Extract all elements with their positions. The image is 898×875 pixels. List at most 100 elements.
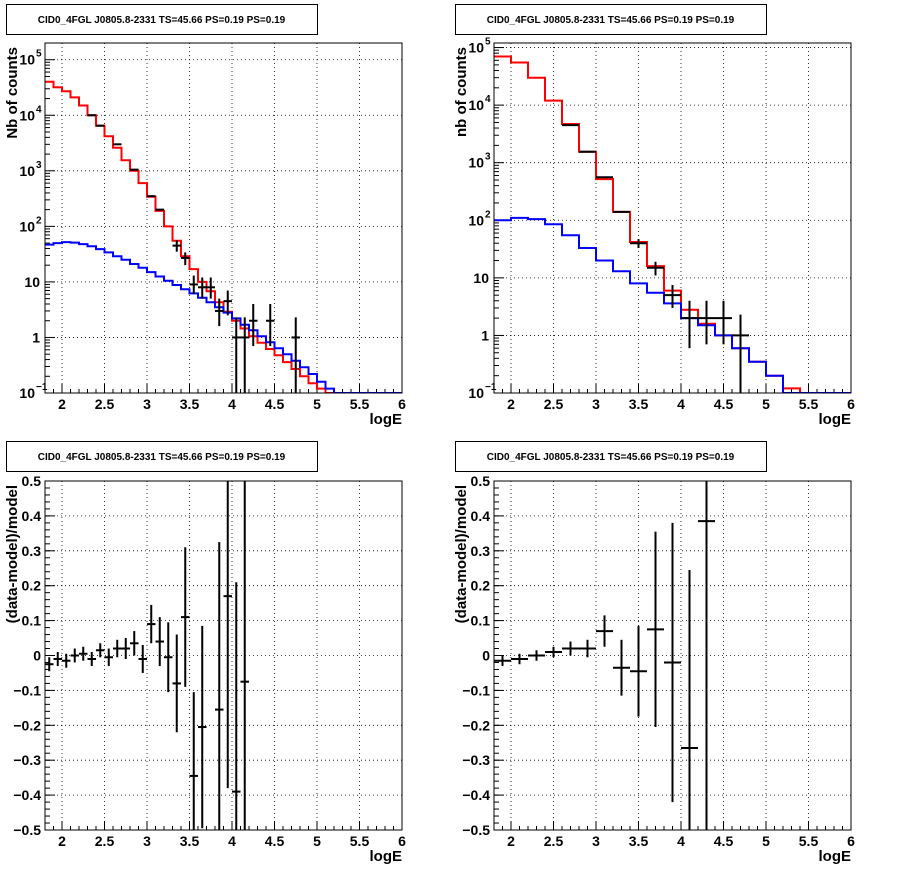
y-tick-exponent: 5 <box>485 37 491 48</box>
x-tick-label: 3 <box>143 833 151 849</box>
plot-frame <box>493 42 852 394</box>
y-tick-label: 0.3 <box>22 543 42 559</box>
x-tick-label: 4 <box>677 396 685 412</box>
y-tick-label: −0.4 <box>462 787 490 803</box>
data-point <box>172 240 181 252</box>
y-tick-label: 10 <box>468 40 484 56</box>
y-tick-label: 1 <box>32 329 40 345</box>
chart-title: CID0_4FGL J0805.8-2331 TS=45.66 PS=0.19 … <box>487 452 735 463</box>
x-tick-label: 4 <box>677 833 685 849</box>
y-tick-exponent: −1 <box>36 382 48 393</box>
data-point <box>596 615 613 647</box>
y-axis-title: nb of counts <box>453 47 470 137</box>
data-point <box>528 650 545 661</box>
y-tick-label: 0.4 <box>22 508 42 524</box>
x-axis-title: logE <box>370 411 403 428</box>
data-point <box>138 645 147 673</box>
y-tick-label: 1 <box>481 327 489 343</box>
x-tick-label: 5 <box>313 396 321 412</box>
data-point <box>232 317 241 393</box>
y-tick-label: 10 <box>468 212 484 228</box>
x-tick-label: 3 <box>143 396 151 412</box>
plot-area <box>494 55 851 393</box>
y-tick-exponent: 4 <box>485 94 491 105</box>
y-tick-label: 10 <box>19 163 35 179</box>
x-axis-title: logE <box>819 411 852 428</box>
x-tick-label: 5 <box>762 833 770 849</box>
plot-frame <box>493 480 852 831</box>
data-point <box>494 655 511 666</box>
x-tick-label: 4 <box>228 833 236 849</box>
x-tick-label: 4.5 <box>265 396 285 412</box>
chart-title: CID0_4FGL J0805.8-2331 TS=45.66 PS=0.19 … <box>38 15 286 26</box>
y-tick-exponent: 3 <box>485 152 491 163</box>
data-point <box>96 643 105 658</box>
y-tick-label: 10 <box>473 270 489 286</box>
data-point <box>249 304 258 347</box>
data-point <box>664 522 681 803</box>
chart-title: CID0_4FGL J0805.8-2331 TS=45.66 PS=0.19 … <box>487 15 735 26</box>
y-axis-title: (data-model)/model <box>453 485 470 623</box>
data-point <box>562 641 579 656</box>
y-tick-exponent: 4 <box>36 104 42 115</box>
data-point <box>613 639 630 696</box>
y-tick-label: 0.2 <box>22 578 42 594</box>
data-point <box>70 648 79 663</box>
y-tick-label: 10 <box>468 155 484 171</box>
x-tick-label: 3 <box>592 833 600 849</box>
x-tick-label: 4 <box>228 396 236 412</box>
data-point <box>113 639 122 658</box>
x-tick-label: 3.5 <box>629 396 649 412</box>
x-tick-label: 5.5 <box>350 833 370 849</box>
data-point <box>223 481 232 789</box>
data-point <box>715 300 732 345</box>
data-point <box>266 304 275 347</box>
y-tick-label: −0.1 <box>462 682 490 698</box>
y-tick-label: 10 <box>468 97 484 113</box>
data-point <box>181 252 190 266</box>
data-point <box>215 298 224 327</box>
x-tick-label: 2.5 <box>95 833 115 849</box>
y-tick-label: −0.4 <box>13 787 41 803</box>
data-point <box>291 317 300 393</box>
data-point <box>53 652 62 666</box>
y-tick-label: 0.4 <box>471 508 491 524</box>
data-point <box>121 638 130 659</box>
chart-title-box <box>455 441 767 472</box>
data-point <box>172 634 181 733</box>
y-tick-label: 10 <box>19 52 35 68</box>
data-point <box>198 277 207 299</box>
data-point <box>104 648 113 666</box>
series-line-red <box>45 80 402 393</box>
y-tick-label: −0.2 <box>13 717 41 733</box>
data-point <box>630 625 647 717</box>
data-point <box>732 314 749 393</box>
data-point <box>189 275 198 295</box>
data-point <box>62 653 71 668</box>
x-axis-title: logE <box>819 848 852 865</box>
plot-area <box>45 80 402 393</box>
y-tick-label: 0.5 <box>471 473 491 489</box>
data-point <box>647 261 664 276</box>
data-point <box>215 542 224 830</box>
data-point <box>155 617 164 666</box>
plot-frame <box>44 480 403 831</box>
x-tick-label: 3 <box>592 396 600 412</box>
data-point <box>681 569 698 830</box>
data-point <box>630 239 647 249</box>
x-tick-label: 2 <box>58 833 66 849</box>
y-tick-label: 0.3 <box>471 543 491 559</box>
chart-title-box <box>6 4 318 35</box>
x-tick-label: 5.5 <box>799 396 819 412</box>
x-tick-label: 6 <box>398 833 406 849</box>
data-point <box>223 290 232 316</box>
y-tick-exponent: 3 <box>36 160 42 171</box>
data-point <box>189 692 198 830</box>
data-point <box>545 646 562 658</box>
data-point <box>87 652 96 666</box>
chart-panel-3: CID0_4FGL J0805.8-2331 TS=45.66 PS=0.19 … <box>4 441 406 865</box>
x-tick-label: 3.5 <box>629 833 649 849</box>
data-point <box>647 531 664 728</box>
y-tick-label: 0 <box>482 648 490 664</box>
x-tick-label: 6 <box>847 396 855 412</box>
